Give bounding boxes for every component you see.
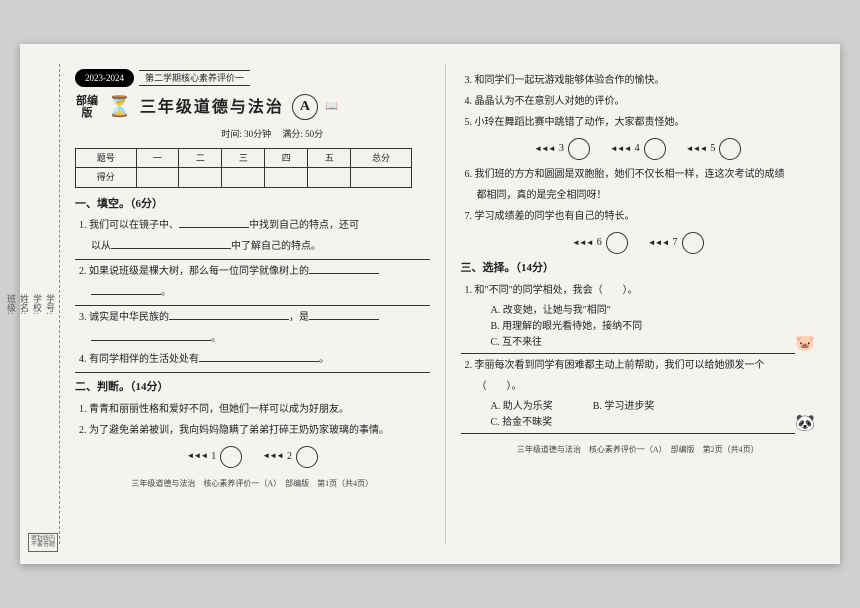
option-a[interactable]: A. 助人为乐奖 — [491, 399, 553, 415]
judge-circle[interactable] — [220, 446, 242, 468]
judge-circle[interactable] — [682, 232, 704, 254]
panda-icon: 🐼 — [795, 411, 815, 437]
corner-note: 密封线内不要答题 — [28, 533, 58, 552]
blank-input[interactable] — [309, 309, 379, 320]
blank-input[interactable] — [179, 217, 249, 228]
section-3-title: 三、选择。（14分） — [461, 260, 816, 278]
arrow-icon: ◄◄◄ — [686, 143, 707, 156]
header-subtitle: 第二学期核心素养评价一 — [139, 70, 250, 86]
judge-circle[interactable] — [606, 232, 628, 254]
blank-input[interactable] — [111, 238, 231, 249]
option-b[interactable]: B. 用理解的眼光看待她，接纳不同 — [491, 319, 816, 335]
page-2: 3. 和同学们一起玩游戏能够体验合作的愉快。 4. 晶晶认为不在意别人对她的评价… — [446, 64, 831, 544]
blank-input[interactable] — [91, 284, 161, 295]
page-footer-left: 三年级道德与法治 核心素养评价一（A） 部编版 第1页（共4页） — [75, 478, 430, 491]
table-row: 得分 — [76, 168, 412, 187]
option-b[interactable]: B. 学习进步奖 — [593, 399, 655, 415]
time-info: 时间: 30分钟 — [221, 129, 271, 139]
section-1-title: 一、填空。（6分） — [75, 196, 430, 214]
arrow-icon: ◄◄◄ — [186, 450, 207, 463]
score-info: 满分: 50分 — [282, 129, 323, 139]
binding-hao: 学号: — [44, 82, 57, 526]
judge-circle[interactable] — [296, 446, 318, 468]
binding-column: 学号: 学校: 姓名: 班级: — [30, 64, 60, 544]
table-row: 题号 一 二 三 四 五 总分 — [76, 148, 412, 167]
option-c[interactable]: C. 互不来往 — [491, 337, 543, 348]
arrow-icon: ◄◄◄ — [610, 143, 631, 156]
arrow-icon: ◄◄◄ — [572, 237, 593, 250]
page-footer-right: 三年级道德与法治 核心素养评价一（A） 部编版 第2页（共4页） — [461, 444, 816, 457]
option-a[interactable]: A. 改变她，让她与我"相同" — [491, 303, 816, 319]
section-2-title: 二、判断。（14分） — [75, 379, 430, 397]
year-pill: 2023-2024 — [75, 69, 134, 87]
exam-title: 三年级道德与法治 — [140, 95, 284, 121]
score-table: 题号 一 二 三 四 五 总分 得分 — [75, 148, 412, 188]
exam-paper: 密封线内不要答题 学号: 学校: 姓名: 班级: 2023-2024 第二学期核… — [20, 44, 840, 564]
blank-input[interactable] — [91, 330, 211, 341]
arrow-icon: ◄◄◄ — [534, 143, 555, 156]
arrow-icon: ◄◄◄ — [648, 237, 669, 250]
binding-banji: 班级: — [5, 82, 18, 526]
judge-circle[interactable] — [568, 138, 590, 160]
binding-xingming: 姓名: — [18, 82, 31, 526]
option-c[interactable]: C. 拾金不昧奖 — [491, 417, 553, 428]
variant-badge: A — [292, 94, 318, 120]
blank-input[interactable] — [309, 263, 379, 274]
page-1: 2023-2024 第二学期核心素养评价一 部编版 ⏳ 三年级道德与法治 A 📖… — [60, 64, 446, 544]
judge-circle[interactable] — [719, 138, 741, 160]
arrow-icon: ◄◄◄ — [262, 450, 283, 463]
judge-circle[interactable] — [644, 138, 666, 160]
blank-input[interactable] — [199, 351, 319, 362]
binding-xuexiao: 学校: — [31, 82, 44, 526]
book-icon: 📖 — [326, 99, 338, 115]
hourglass-icon: ⏳ — [107, 91, 132, 123]
pig-icon: 🐷 — [795, 331, 815, 357]
edition-label: 部编版 — [75, 95, 99, 119]
blank-input[interactable] — [169, 309, 289, 320]
